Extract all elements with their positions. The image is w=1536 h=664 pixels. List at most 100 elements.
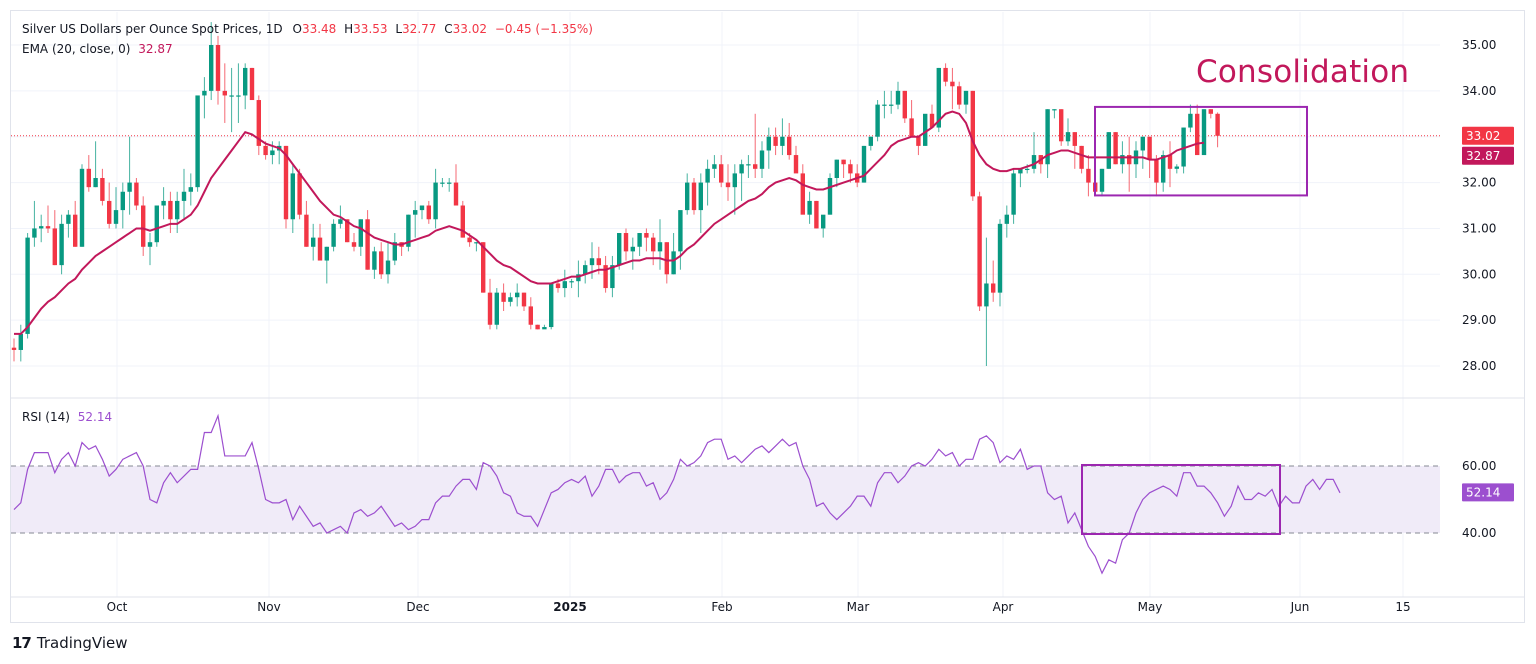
candle-body (93, 177, 98, 188)
candle-body (691, 182, 697, 211)
candle-body (154, 205, 159, 243)
candle-body (66, 214, 71, 224)
candle-body (1188, 113, 1193, 128)
candle (963, 90, 969, 114)
rsi-legend[interactable]: RSI (14) 52.14 (22, 410, 112, 424)
candle (18, 324, 23, 362)
candle-body (440, 182, 445, 184)
candle-body (222, 90, 227, 96)
candle-body (630, 246, 635, 252)
candle (188, 173, 193, 206)
candle-body (215, 45, 221, 91)
candle (787, 122, 792, 160)
candle-body (623, 233, 629, 252)
candle-body (413, 210, 418, 215)
candle (1052, 109, 1057, 119)
candle-body (358, 219, 363, 247)
time-tick-label: Dec (406, 600, 429, 614)
candle-body (365, 219, 370, 270)
rsi-tick-label: 60.00 (1462, 459, 1496, 473)
candle-body (107, 200, 112, 224)
candle (691, 177, 697, 215)
candle (1106, 132, 1111, 169)
candle-body (18, 333, 23, 350)
candle-body (583, 265, 588, 275)
candle (1133, 141, 1139, 178)
candle-body (236, 95, 241, 97)
candle-body (576, 274, 581, 282)
candle (780, 118, 785, 156)
candle-body (147, 242, 153, 247)
candle-body (249, 67, 255, 101)
candle-body (814, 200, 819, 229)
candle (222, 63, 227, 123)
candle (1154, 155, 1159, 197)
candle (759, 141, 765, 178)
candle-body (637, 233, 642, 247)
candle (181, 168, 187, 220)
candle-body (719, 164, 724, 183)
candle-body (528, 306, 533, 325)
candle (59, 214, 64, 275)
candle-body (861, 145, 867, 183)
candle-body (345, 219, 350, 243)
candle-body (508, 297, 513, 302)
candle-body (787, 136, 792, 156)
candle-body (515, 292, 520, 298)
candle-body (916, 136, 921, 146)
candle-body (1106, 132, 1111, 169)
tradingview-logo[interactable]: 17 TradingView (12, 634, 128, 652)
candle (392, 233, 397, 266)
candle-body (304, 214, 309, 247)
candle (712, 155, 717, 178)
candle (678, 210, 683, 270)
candle (1215, 112, 1220, 148)
candle (957, 81, 962, 110)
candle (481, 242, 486, 293)
candle (487, 278, 493, 330)
rsi-label[interactable]: RSI (14) (22, 410, 70, 424)
candle-body (596, 258, 601, 266)
candle (882, 90, 887, 119)
ema-label[interactable]: EMA (20, close, 0) (22, 42, 131, 56)
candle-body (1031, 155, 1037, 169)
time-tick-label: 2025 (553, 600, 586, 614)
symbol-legend[interactable]: Silver US Dollars per Ounce Spot Prices,… (22, 22, 593, 36)
candle (950, 67, 955, 110)
candle-body (963, 90, 969, 105)
low-label: L (395, 22, 403, 36)
candle-body (882, 104, 887, 106)
candle-body (379, 251, 384, 275)
candles (11, 22, 1220, 367)
candle (453, 164, 459, 206)
candle (440, 177, 445, 188)
candle (209, 22, 214, 101)
candle (365, 210, 370, 270)
candle-body (419, 205, 425, 211)
candle-body (678, 210, 683, 252)
candle-body (664, 242, 669, 275)
candle (1113, 132, 1118, 165)
high-value: 33.53 (353, 22, 388, 36)
candle-body (243, 67, 248, 96)
candle-body (120, 191, 125, 211)
ema-legend[interactable]: EMA (20, close, 0) 32.87 (22, 42, 173, 56)
consolidation-boxes (1081, 105, 1308, 536)
candle (705, 159, 710, 206)
open-label: O (292, 22, 302, 36)
candle (773, 127, 778, 156)
candle-body (331, 223, 336, 247)
candle (290, 164, 295, 234)
candle-body (181, 191, 187, 201)
candle-body (447, 182, 452, 184)
candle-body (372, 251, 377, 270)
candle-body (943, 67, 948, 82)
candle-body (834, 159, 839, 178)
candle-body (453, 182, 459, 206)
symbol-title[interactable]: Silver US Dollars per Ounce Spot Prices,… (22, 22, 283, 36)
candle-body (168, 200, 173, 220)
candle-body (909, 118, 914, 137)
candle-body (202, 90, 207, 96)
candle-body (569, 281, 574, 283)
